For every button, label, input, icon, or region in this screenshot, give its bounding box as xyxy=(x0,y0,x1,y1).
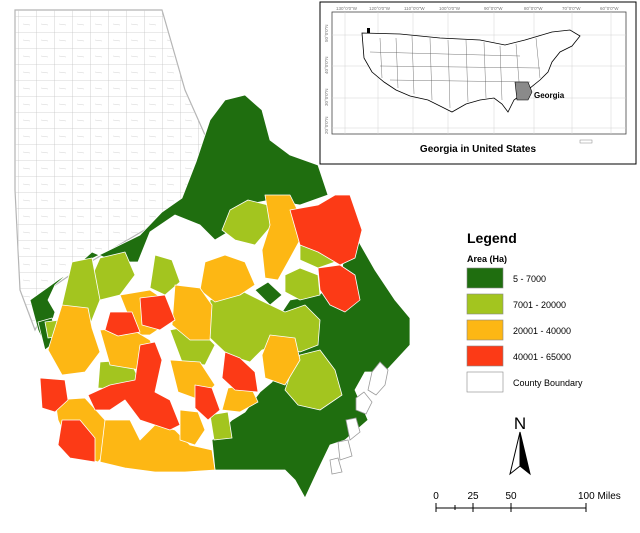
longitude-label: 70°0'0"W xyxy=(562,6,581,11)
legend-title: Legend xyxy=(467,230,517,246)
legend-swatch xyxy=(466,345,504,367)
county-class-4 xyxy=(221,351,259,393)
legend-swatch xyxy=(466,293,504,315)
inset-hawaii-mark xyxy=(579,139,593,144)
legend-label: 5 - 7000 xyxy=(513,274,546,284)
scale-bar: 0 25 50 100 Miles xyxy=(433,491,621,512)
longitude-label: 100°0'0"W xyxy=(439,6,461,11)
legend-label: 7001 - 20000 xyxy=(513,300,566,310)
latitude-label: 40°0'0"N xyxy=(324,56,329,74)
scale-label: 25 xyxy=(467,491,479,502)
legend-subtitle: Area (Ha) xyxy=(467,254,507,264)
longitude-label: 60°0'0"W xyxy=(600,6,619,11)
county-class-3 xyxy=(179,409,206,446)
legend-label: 40001 - 65000 xyxy=(513,352,571,362)
legend-label: 20001 - 40000 xyxy=(513,326,571,336)
classified-counties xyxy=(29,94,411,499)
legend-swatch xyxy=(466,267,504,289)
county-class-3 xyxy=(261,334,301,386)
county-class-2 xyxy=(209,411,233,441)
county-class-3 xyxy=(171,284,213,341)
inset-alaska-mark xyxy=(367,28,370,33)
longitude-label: 130°0'0"W xyxy=(336,6,358,11)
legend-swatch xyxy=(466,371,504,393)
latitude-label: 50°0'0"N xyxy=(324,24,329,42)
county-class-3 xyxy=(47,304,101,376)
longitude-label: 120°0'0"W xyxy=(369,6,391,11)
latitude-label: 20°0'0"N xyxy=(324,116,329,134)
legend: Legend Area (Ha) 5 - 7000 7001 - 20000 2… xyxy=(466,230,583,393)
latitude-label: 30°0'0"N xyxy=(324,88,329,106)
county-class-3 xyxy=(99,419,216,473)
inset-georgia-shape xyxy=(514,81,533,101)
scale-label: 50 xyxy=(505,491,517,502)
county-class-4 xyxy=(104,311,141,337)
county-class-4 xyxy=(317,264,361,313)
longitude-label: 90°0'0"W xyxy=(484,6,503,11)
county-class-2 xyxy=(221,199,273,246)
county-class-2 xyxy=(284,267,321,301)
legend-label: County Boundary xyxy=(513,378,583,388)
north-arrow-icon: N xyxy=(509,414,531,476)
county-class-4 xyxy=(289,194,363,266)
county-class-1 xyxy=(254,281,283,306)
county-class-4 xyxy=(39,377,69,413)
county-class-4 xyxy=(194,384,221,421)
county-class-4 xyxy=(57,419,96,463)
county-class-3 xyxy=(261,194,301,281)
scale-label: 0 xyxy=(433,491,439,502)
county-class-4 xyxy=(87,341,181,431)
coastal-islands xyxy=(329,361,389,475)
county-class-2 xyxy=(149,254,181,296)
longitude-label: 80°0'0"W xyxy=(524,6,543,11)
north-label: N xyxy=(514,414,526,433)
longitude-label: 110°0'0"W xyxy=(404,6,425,11)
inset-state-label: Georgia xyxy=(534,91,565,100)
legend-swatch xyxy=(466,319,504,341)
inset-map: Georgia 130°0'0"W 120°0'0"W 110°0'0"W 10… xyxy=(319,1,637,165)
county-class-4 xyxy=(139,294,176,331)
inset-title: Georgia in United States xyxy=(420,144,537,155)
scale-label: 100 Miles xyxy=(578,491,621,502)
